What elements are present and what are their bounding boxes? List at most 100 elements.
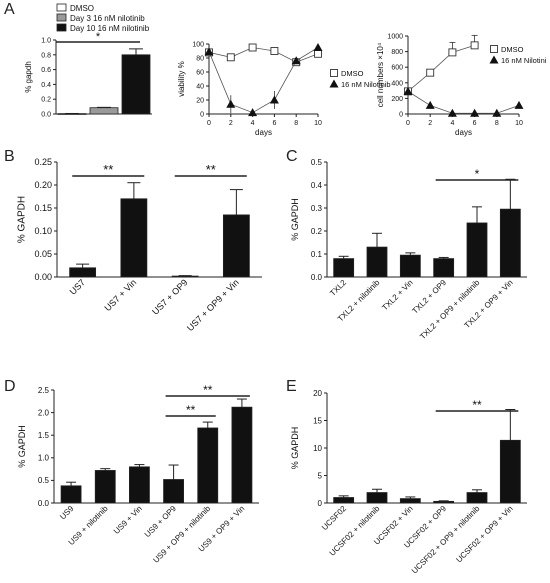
panel-letter-d: D: [4, 378, 16, 395]
chart-e-bar: [499, 439, 521, 504]
chart-e-y-axis-label: % GAPDH: [290, 427, 300, 470]
chart-e-bar: [433, 500, 455, 504]
chart-a3-legend-marker: [489, 55, 499, 64]
chart-a3-x-tick-label: 10: [515, 120, 523, 127]
chart-e-y-tick-label: 15: [313, 416, 322, 425]
chart-a1-legend-swatch: [56, 3, 67, 12]
chart-e-x-tick-label: UCSF02: [320, 504, 348, 532]
chart-a1-legend-swatch: [56, 13, 67, 22]
chart-a2-y-tick-label: 0: [200, 111, 204, 118]
chart-a3-y-tick-label: 0: [399, 111, 403, 118]
chart-a2-point: [313, 43, 323, 51]
chart-a3-y-tick-label: 1000: [387, 33, 403, 40]
chart-a2-y-tick-label: 80: [196, 55, 204, 62]
chart-a3-point: [425, 100, 435, 109]
chart-a1-legend-swatch: [56, 23, 67, 32]
chart-a2-legend-marker: [329, 79, 339, 88]
chart-a2-x-tick-label: 4: [251, 120, 255, 127]
chart-a3-point: [447, 108, 457, 117]
panel-letter-a: A: [4, 1, 15, 18]
chart-a2-x-axis-label: days: [255, 128, 272, 137]
chart-a2-x-tick-label: 8: [294, 120, 298, 127]
chart-d-y-axis-label: % GAPDH: [17, 425, 27, 468]
chart-a2-legend-label: DMSO: [341, 69, 364, 78]
chart-e-x-tick-label: UCSF02 + OP9 + nilotinib: [410, 504, 482, 576]
chart-a1-significance-label: *: [96, 31, 101, 43]
chart-a3-series-line: [407, 91, 520, 114]
chart-a3-legend-label: 16 nM Nilotini: [501, 56, 547, 65]
chart-a3-x-axis-label: days: [455, 128, 472, 137]
chart-a3-point: [448, 48, 457, 57]
chart-b-significance-label: **: [103, 162, 113, 177]
chart-e-bar: [466, 492, 488, 504]
chart-c-y-tick-label: 0.4: [311, 181, 323, 190]
chart-d-y-tick-label: 1.0: [38, 454, 50, 463]
chart-a2-y-tick-label: 100: [192, 41, 204, 48]
chart-b-y-tick-label: 0.15: [34, 203, 52, 213]
chart-a2-point: [269, 95, 279, 104]
chart-a1-y-axis-label: % gapdh: [24, 61, 33, 93]
chart-a3-x-tick-label: 0: [406, 120, 410, 127]
chart-b-y-axis-label: % GAPDH: [17, 196, 28, 243]
chart-a1-legend-label: Day 3 16 nM nilotinib: [70, 14, 145, 23]
chart-a2-y-tick-label: 40: [196, 83, 204, 90]
chart-b-y-tick-label: 0.10: [34, 226, 52, 236]
chart-b-y-tick-label: 0.00: [34, 272, 52, 282]
chart-c-y-tick-label: 0.5: [311, 158, 323, 167]
chart-e-y-tick-label: 20: [313, 389, 322, 398]
chart-a2-y-axis-label: viability %: [177, 61, 186, 97]
chart-a2-y-tick-label: 60: [196, 69, 204, 76]
chart-e-x-tick-label: UCSF02 + OP9 + Vin: [454, 504, 514, 564]
chart-e-bar: [333, 497, 355, 504]
chart-a2-point: [248, 108, 258, 117]
chart-a2-point: [270, 47, 279, 55]
panel-letter-b: B: [4, 148, 15, 165]
chart-b-bar: [222, 214, 250, 278]
chart-a3-y-axis-label: cell numbers ×10⁴: [376, 42, 385, 107]
chart-a2-point: [291, 56, 301, 65]
chart-a2-legend-label: 16 nM Nilotinib: [341, 80, 391, 89]
chart-d-significance-label: **: [203, 383, 213, 397]
chart-e-significance-label: **: [472, 398, 482, 412]
chart-a3-y-tick-label: 200: [391, 96, 403, 103]
chart-a1-y-tick-label: 1.0: [41, 37, 51, 44]
chart-a2-point: [226, 99, 236, 108]
chart-a1-y-tick-label: 0.2: [41, 97, 51, 104]
chart-a1-y-tick-label: 0.0: [41, 111, 51, 118]
chart-a1-bar: [121, 54, 151, 115]
chart-e-y-tick-label: 0: [318, 499, 323, 508]
chart-a2-x-tick-label: 6: [272, 120, 276, 127]
chart-b-y-tick-label: 0.25: [34, 157, 52, 167]
chart-a3-point: [514, 100, 524, 109]
panel-letter-e: E: [286, 378, 297, 395]
chart-a3-x-tick-label: 2: [428, 120, 432, 127]
chart-a1-legend-label: Day 10 16 nM nilotinib: [70, 24, 150, 33]
chart-a2-point: [204, 47, 214, 56]
chart-d-significance-label: **: [186, 403, 196, 417]
chart-c-y-tick-label: 0.3: [311, 204, 323, 213]
chart-d-y-tick-label: 0.5: [38, 476, 50, 485]
chart-a2-x-tick-label: 10: [314, 120, 322, 127]
chart-d-y-tick-label: 1.5: [38, 431, 50, 440]
panel-letter-c: C: [286, 148, 298, 165]
chart-d-y-tick-label: 0.0: [38, 499, 50, 508]
chart-a3-point: [470, 41, 479, 50]
chart-a3-x-tick-label: 4: [450, 120, 454, 127]
chart-a2-point: [248, 43, 257, 52]
chart-b-significance-label: **: [206, 162, 216, 177]
chart-b-y-tick-label: 0.20: [34, 180, 52, 190]
chart-a2-x-tick-label: 0: [207, 120, 211, 127]
chart-a3-x-tick-label: 8: [495, 120, 499, 127]
chart-a2-point: [226, 53, 235, 62]
chart-a3-legend-label: DMSO: [501, 45, 524, 54]
chart-a3-point: [426, 68, 435, 77]
chart-c-y-tick-label: 0.1: [311, 250, 323, 259]
chart-e-y-tick-label: 10: [313, 444, 322, 453]
chart-a2-series-line: [208, 47, 319, 114]
